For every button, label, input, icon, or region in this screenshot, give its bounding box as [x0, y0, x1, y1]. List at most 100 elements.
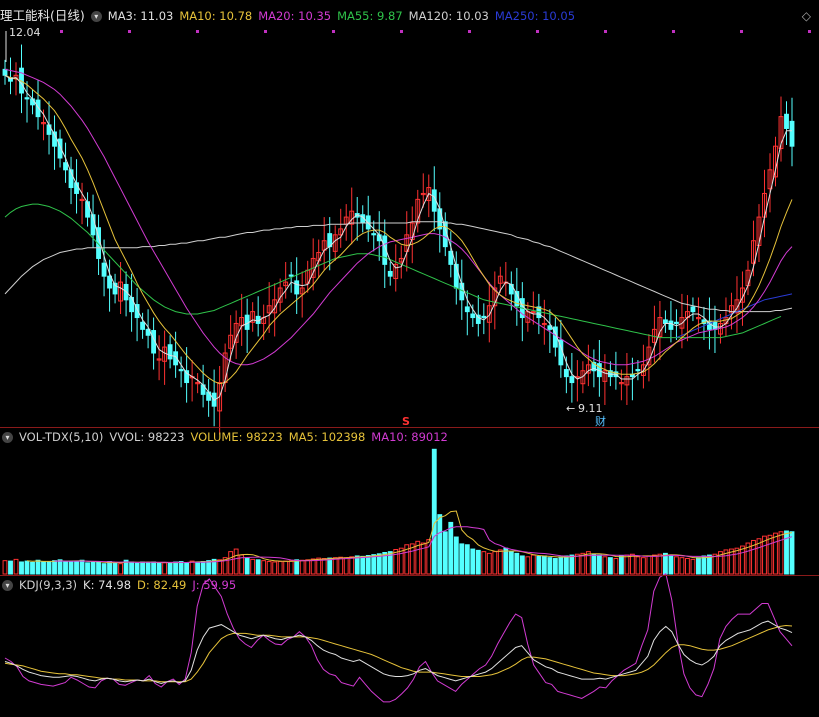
- volume-bar: [762, 535, 767, 575]
- candle-body: [398, 257, 404, 263]
- volume-bar: [624, 554, 630, 575]
- diamond-icon[interactable]: ◇: [801, 9, 811, 23]
- kdj-indicators: KDJ(9,3,3) K: 74.98 D: 82.49 J: 59.95: [19, 577, 236, 593]
- volume-bar: [13, 558, 19, 575]
- candle-body: [668, 320, 674, 330]
- volume-bar: [316, 557, 322, 575]
- marker-cai[interactable]: 财: [595, 414, 606, 428]
- volume-bar: [206, 560, 212, 575]
- volume-bar: [657, 553, 663, 575]
- volume-bar: [701, 555, 707, 575]
- main-indicator-4: MA120: 10.03: [408, 9, 489, 23]
- candle-body: [145, 328, 151, 336]
- volume-bar: [674, 556, 679, 575]
- candle-body: [228, 334, 234, 349]
- panel-separator-kdj: [0, 575, 819, 576]
- volume-bar: [332, 557, 338, 575]
- volume-indicator-2: VOLUME: 98223: [190, 430, 283, 444]
- volume-bar: [68, 560, 74, 575]
- volume-bar: [409, 543, 415, 575]
- volume-bar: [618, 555, 624, 575]
- marker-s[interactable]: S: [402, 415, 410, 428]
- candle-body: [657, 317, 663, 337]
- main-indicator-3: MA55: 9.87: [337, 9, 403, 23]
- volume-bar: [2, 560, 8, 575]
- main-indicator-0: MA3: 11.03: [107, 9, 174, 23]
- volume-bar: [211, 558, 217, 575]
- volume-bar: [107, 561, 112, 575]
- volume-bar: [448, 521, 454, 575]
- volume-bar: [464, 544, 470, 575]
- volume-bar: [162, 562, 168, 575]
- kdj-k-line: [4, 620, 793, 685]
- high-label: 12.04: [9, 26, 41, 39]
- volume-bar: [112, 561, 118, 575]
- volume-bar: [574, 553, 580, 575]
- volume-bar: [569, 554, 575, 575]
- volume-bar: [189, 560, 195, 575]
- volume-bar: [195, 561, 201, 575]
- volume-bar: [475, 549, 481, 575]
- volume-bar: [426, 539, 432, 575]
- volume-indicator-4: MA10: 89012: [371, 430, 448, 444]
- volume-bar: [24, 560, 30, 575]
- candle-body: [112, 282, 118, 295]
- volume-indicators: VOL-TDX(5,10) VVOL: 98223 VOLUME: 98223 MA5…: [19, 429, 448, 445]
- volume-bar: [321, 558, 327, 575]
- volume-bar: [470, 548, 476, 575]
- panel-separator-volume: [0, 427, 819, 428]
- volume-bar: [305, 559, 311, 575]
- volume-bar: [635, 556, 641, 575]
- volume-bar: [563, 555, 569, 575]
- volume-bar: [541, 555, 547, 575]
- volume-bar: [156, 562, 162, 575]
- volume-bar: [134, 562, 140, 575]
- volume-bar: [222, 557, 228, 575]
- candle-body: [486, 305, 492, 323]
- candle-body: [173, 351, 179, 366]
- chevron-down-icon[interactable]: ▾: [2, 579, 13, 591]
- candle-body: [734, 299, 740, 314]
- volume-bar: [360, 555, 366, 575]
- candle-body: [784, 113, 789, 129]
- volume-bar: [349, 556, 355, 575]
- top-tick-mark: [604, 30, 607, 33]
- volume-bar: [508, 551, 514, 575]
- volume-bar: [629, 553, 635, 575]
- volume-bar: [376, 553, 382, 575]
- volume-bar: [723, 549, 729, 575]
- candle-body: [184, 370, 190, 384]
- volume-bar: [63, 561, 68, 575]
- volume-bar: [497, 549, 503, 575]
- top-tick-mark: [196, 30, 199, 33]
- chevron-down-icon[interactable]: ▾: [90, 10, 102, 22]
- top-tick-mark: [740, 30, 743, 33]
- volume-bar: [503, 547, 509, 575]
- volume-bar: [613, 558, 619, 575]
- candle-body: [778, 116, 784, 150]
- volume-bar: [596, 554, 602, 575]
- volume-bar: [233, 548, 239, 575]
- volume-bar: [46, 561, 52, 575]
- volume-bar: [778, 531, 784, 575]
- volume-bar: [486, 552, 492, 575]
- volume-bar: [272, 561, 278, 575]
- volume-bar: [118, 563, 123, 575]
- volume-bar: [420, 542, 426, 575]
- volume-bar: [547, 557, 553, 575]
- candle-body: [679, 317, 685, 329]
- candle-body: [167, 344, 173, 360]
- candle-body: [767, 169, 773, 190]
- volume-bar: [707, 554, 712, 575]
- volume-bar: [8, 560, 13, 575]
- candle-body: [57, 138, 63, 159]
- volume-bar: [756, 538, 762, 575]
- volume-bar: [90, 561, 96, 575]
- volume-bar: [558, 556, 564, 575]
- candle-body: [624, 376, 630, 386]
- volume-bar: [123, 559, 129, 575]
- volume-bar: [453, 536, 459, 575]
- chevron-down-icon[interactable]: ▾: [2, 431, 13, 443]
- kdj-indicator-3: J: 59.95: [192, 578, 237, 592]
